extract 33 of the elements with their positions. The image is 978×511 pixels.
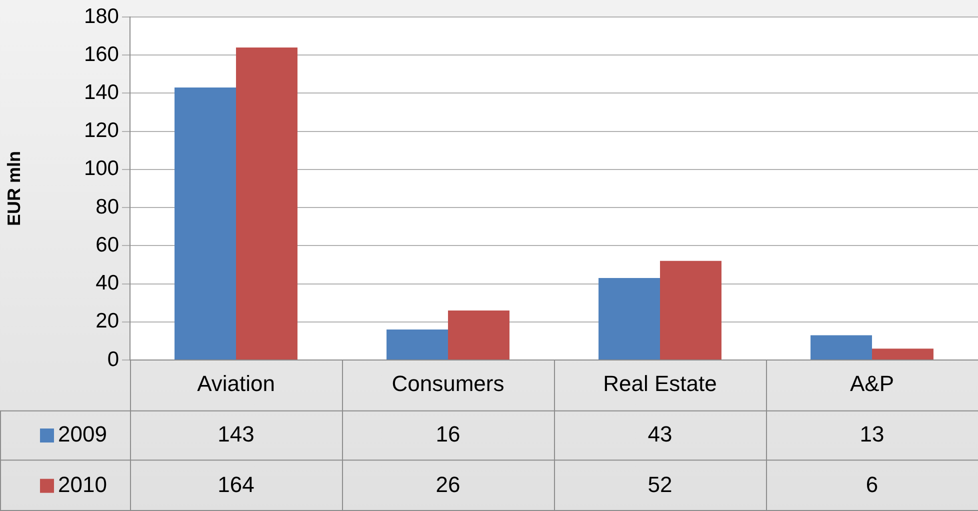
- data-label: 13: [860, 422, 884, 447]
- data-label: 164: [218, 472, 254, 497]
- bar: [598, 278, 660, 360]
- data-label: 143: [218, 422, 254, 447]
- bar: [448, 310, 510, 360]
- y-tick-label: 140: [84, 81, 119, 104]
- y-tick-label: 20: [96, 310, 119, 333]
- data-label: 6: [866, 472, 878, 497]
- y-tick-label: 120: [84, 119, 119, 142]
- x-tick-label: Consumers: [392, 371, 504, 396]
- y-axis-title: EUR mln: [4, 150, 24, 226]
- legend-label: 2009: [58, 422, 107, 447]
- bar: [174, 88, 236, 360]
- bar: [236, 47, 298, 360]
- y-tick-label: 60: [96, 233, 119, 256]
- bar: [386, 330, 448, 360]
- x-tick-label: Real Estate: [603, 371, 717, 396]
- bar: [872, 348, 934, 360]
- y-tick-label: 100: [84, 157, 119, 180]
- data-label: 16: [436, 422, 460, 447]
- bar: [660, 260, 722, 360]
- data-label: 52: [648, 472, 672, 497]
- y-tick-label: 80: [96, 195, 119, 218]
- x-tick-label: A&P: [850, 371, 894, 396]
- y-tick-label: 0: [107, 348, 119, 371]
- legend-label: 2010: [58, 472, 107, 497]
- bar: [810, 335, 872, 360]
- y-tick-label: 40: [96, 272, 119, 295]
- data-label: 43: [648, 422, 672, 447]
- data-label: 26: [436, 472, 460, 497]
- x-tick-label: Aviation: [197, 371, 275, 396]
- y-tick-label: 180: [84, 4, 119, 28]
- y-tick-label: 160: [84, 42, 119, 66]
